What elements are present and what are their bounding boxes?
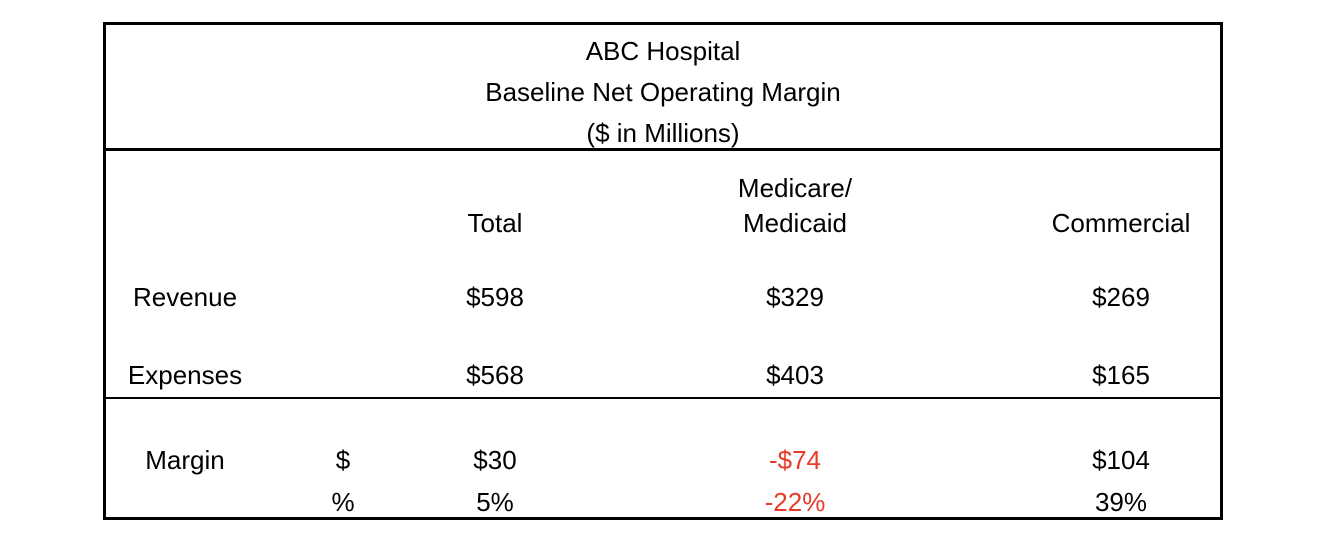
column-header-commercial: Commercial (1051, 208, 1191, 238)
table-title-block: ABC Hospital Baseline Net Operating Marg… (106, 25, 1220, 151)
revenue-total-value: $598 (466, 281, 524, 312)
margin-dollar-medicare-medicaid-value: -$74 (768, 445, 822, 475)
column-header-medicare-line2: Medicaid (742, 208, 848, 238)
expenses-symbol-spacer (264, 337, 422, 397)
margin-percent-label-spacer (106, 481, 264, 523)
column-header-medicare-line1: Medicare/ (737, 173, 853, 203)
margin-row-label: Margin (145, 445, 225, 475)
revenue-commercial-value: $269 (1092, 281, 1150, 312)
margin-percent-medicare-medicaid-value: -22% (764, 487, 826, 517)
margin-percent-commercial-value: 39% (1094, 487, 1148, 517)
net-operating-margin-table: ABC Hospital Baseline Net Operating Marg… (103, 22, 1223, 520)
expenses-total-value: $568 (466, 360, 524, 390)
margin-dollar-total-value: $30 (473, 445, 517, 475)
column-header-total: Total (467, 208, 523, 238)
table-title-units: ($ in Millions) (586, 118, 740, 148)
margin-percent-symbol: % (331, 487, 355, 517)
header-symbol-spacer (264, 151, 422, 257)
revenue-row-label: Revenue (132, 281, 238, 312)
expenses-medicare-medicaid-value: $403 (766, 360, 824, 390)
table-title-subtitle: Baseline Net Operating Margin (485, 77, 841, 107)
expenses-commercial-value: $165 (1092, 360, 1150, 390)
margin-dollar-commercial-value: $104 (1092, 445, 1150, 475)
table-body-section: Total Medicare/ Medicaid Commercial Reve… (106, 151, 1220, 399)
table-title-hospital-name: ABC Hospital (585, 36, 741, 66)
margin-dollar-symbol: $ (335, 445, 351, 475)
column-header-medicare-medicaid: Medicare/ Medicaid (568, 151, 1022, 257)
table-margin-section: Margin $ $30 -$74 $104 % 5% -22% 39% (106, 399, 1220, 523)
header-row-label-spacer (106, 151, 264, 257)
revenue-medicare-medicaid-value: $329 (766, 281, 824, 312)
expenses-row-label: Expenses (127, 360, 243, 390)
revenue-symbol-spacer (264, 257, 422, 337)
margin-percent-total-value: 5% (476, 487, 514, 517)
